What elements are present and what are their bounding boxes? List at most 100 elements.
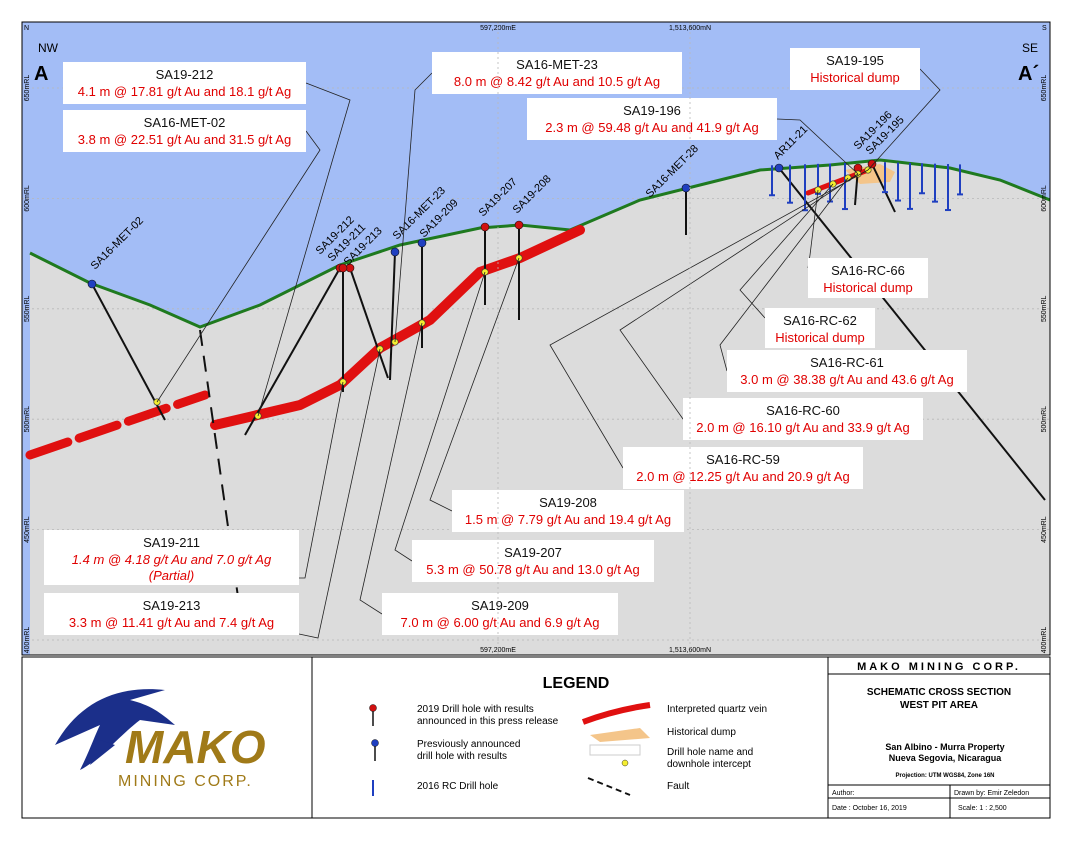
callout-box — [623, 447, 863, 489]
elevation-label: 450mRL — [24, 516, 31, 543]
scale: Scale: 1 : 2,500 — [958, 805, 1007, 812]
callout-box — [432, 52, 682, 94]
elevation-label: 400mRL — [24, 627, 31, 654]
drill-trace — [778, 167, 1046, 501]
legend-symbol — [581, 702, 651, 725]
callout-result: 1.5 m @ 7.79 g/t Au and 19.4 g/t Ag — [465, 512, 671, 527]
callout-result: 3.3 m @ 11.41 g/t Au and 7.4 g/t Ag — [69, 615, 274, 630]
logo-sub: MINING CORP. — [118, 773, 253, 790]
callout-result: 3.8 m @ 22.51 g/t Au and 31.5 g/t Ag — [78, 132, 291, 147]
callout-box — [452, 490, 684, 532]
leader-line — [257, 82, 351, 417]
corner-label: N — [24, 25, 29, 32]
elevation-label: 500mRL — [24, 406, 31, 433]
property: San Albino - Murra Property — [885, 742, 1004, 752]
legend-symbol — [371, 739, 379, 747]
callout-result: 8.0 m @ 8.42 g/t Au and 10.5 g/t Ag — [454, 74, 660, 89]
vein-segment — [25, 390, 210, 460]
legend-label: Drill hole name and — [667, 747, 753, 758]
callout-result: (Partial) — [149, 568, 195, 583]
callout-title: SA16-RC-59 — [706, 452, 780, 467]
callout-result: Historical dump — [775, 330, 865, 345]
callout-title: SA19-213 — [143, 598, 201, 613]
callout-title: SA16-RC-61 — [810, 355, 884, 370]
section-end: A — [34, 63, 48, 85]
collar — [417, 238, 427, 248]
leader-line — [394, 72, 433, 343]
drill-trace — [91, 283, 166, 421]
elevation-label: 450mRL — [1041, 516, 1048, 543]
leader-line — [359, 322, 423, 615]
legend-label: Historical dump — [667, 727, 736, 738]
callout-title: SA16-MET-02 — [144, 115, 226, 130]
topography — [29, 158, 1051, 329]
company: MAKO MINING CORP. — [857, 661, 1021, 673]
elevation-label: 650mRL — [24, 75, 31, 102]
callout-result: 7.0 m @ 6.00 g/t Au and 6.9 g/t Ag — [401, 615, 600, 630]
projection: Projection: UTM WGS84, Zone 16N — [895, 773, 994, 779]
callout-title: SA19-209 — [471, 598, 529, 613]
callout-box — [44, 530, 299, 585]
callout-title: SA16-RC-66 — [831, 263, 905, 278]
legend-title: LEGEND — [543, 675, 610, 692]
coordinate: 1,513,600mN — [669, 647, 711, 654]
collar — [480, 222, 490, 232]
elevation-label: 550mRL — [1041, 295, 1048, 322]
callout-box — [727, 350, 967, 392]
map-border — [21, 21, 1051, 656]
callout-box — [63, 62, 306, 104]
callouts: SA19-212 4.1 m @ 17.81 g/t Au and 18.1 g/… — [44, 48, 967, 635]
collar — [774, 163, 784, 173]
legend-label: 2016 RC Drill hole — [417, 781, 499, 792]
callout-box — [527, 98, 777, 140]
callout-result: 4.1 m @ 17.81 g/t Au and 18.1 g/t Ag — [78, 84, 291, 99]
legend: LEGEND 2019 Drill hole with resultsannoun… — [369, 675, 767, 796]
callout-title: SA19-211 — [143, 535, 200, 550]
legend-symbol — [369, 704, 377, 712]
callout-title: SA19-195 — [826, 53, 884, 68]
author: Author: — [832, 790, 855, 797]
leader-line — [549, 169, 869, 469]
leader-line — [299, 381, 344, 579]
callout-box — [790, 48, 920, 90]
callout-title: SA16-RC-60 — [766, 403, 840, 418]
callout-title: SA19-208 — [539, 495, 597, 510]
callout-title: SA16-RC-62 — [783, 313, 857, 328]
title-block: MAKO MINING CORP. SCHEMATIC CROSS SECTION… — [828, 661, 1050, 818]
section-title: WEST PIT AREA — [900, 700, 978, 711]
leader-line — [394, 271, 486, 562]
elevation-label: 500mRL — [1041, 406, 1048, 433]
coordinate: 597,200mE — [480, 647, 516, 654]
legend-label: announced in this press release — [417, 716, 559, 727]
callout-result: Historical dump — [810, 70, 900, 85]
legend-label: Presviously announced — [417, 739, 520, 750]
callout-result: 5.3 m @ 50.78 g/t Au and 13.0 g/t Ag — [426, 562, 639, 577]
collar — [338, 263, 348, 273]
legend-label: 2019 Drill hole with results — [417, 704, 534, 715]
drill-trace — [871, 163, 896, 213]
elevation-label: 600mRL — [24, 185, 31, 212]
drill-trace — [349, 267, 389, 379]
callout-title: SA19-207 — [504, 545, 562, 560]
corner-label: S — [1042, 25, 1047, 32]
callout-box — [808, 258, 928, 298]
shark-icon — [55, 689, 175, 770]
callout-box — [382, 593, 618, 635]
info-panel — [21, 656, 1051, 819]
collar — [867, 159, 877, 169]
callout-box — [765, 308, 875, 348]
callout-box — [63, 110, 306, 152]
logo-name: MAKO — [125, 721, 266, 773]
legend-symbol — [621, 759, 629, 767]
callout-title: SA19-212 — [156, 67, 214, 82]
leader-line — [619, 173, 859, 420]
callout-result: Historical dump — [823, 280, 913, 295]
callout-result: 3.0 m @ 38.38 g/t Au and 43.6 g/t Ag — [740, 372, 953, 387]
elevation-label: 550mRL — [24, 295, 31, 322]
callout-box — [683, 398, 923, 440]
collar — [87, 279, 97, 289]
collar — [681, 183, 691, 193]
legend-symbol — [590, 728, 650, 742]
drawn-by: Drawn by: Emir Zeledon — [954, 790, 1029, 797]
